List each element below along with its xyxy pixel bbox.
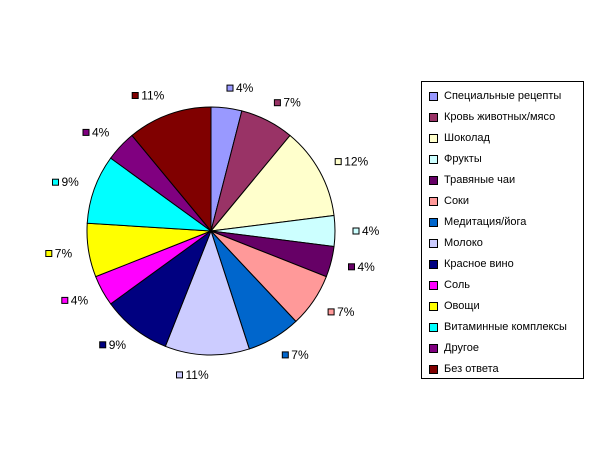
legend-swatch — [429, 280, 438, 290]
legend-label: Овощи — [444, 300, 480, 312]
legend: Специальные рецепты Кровь животных/мясо Шо… — [421, 81, 584, 379]
pie-slice — [131, 106, 212, 233]
legend-swatch — [429, 322, 438, 332]
pie-slice — [164, 229, 250, 356]
data-label-key — [334, 158, 342, 166]
data-label-text: 4% — [358, 260, 376, 274]
legend-item: Медитация/йога — [429, 215, 526, 229]
data-label-text: 4% — [92, 125, 110, 139]
data-label-text: 4% — [71, 293, 89, 307]
legend-label: Соки — [444, 195, 470, 207]
data-label: 11% — [176, 368, 209, 382]
data-label: 7% — [327, 305, 355, 319]
legend-label: Кровь животных/мясо — [444, 111, 556, 123]
data-label-key — [45, 250, 53, 257]
data-label-key — [226, 84, 234, 92]
data-label: 11% — [131, 89, 165, 103]
legend-item: Овощи — [429, 299, 480, 313]
legend-item: Соки — [429, 194, 469, 208]
data-label-key — [82, 128, 90, 136]
legend-item: Специальные рецепты — [429, 89, 561, 103]
data-label-text: 11% — [141, 89, 164, 103]
data-label-text: 11% — [186, 368, 209, 382]
legend-label: Другое — [444, 342, 479, 354]
data-label-key — [61, 296, 69, 304]
legend-label: Травяные чаи — [444, 174, 516, 186]
data-label: 4% — [61, 293, 89, 307]
data-label-key — [273, 99, 281, 107]
legend-item: Молоко — [429, 236, 483, 250]
data-label: 7% — [281, 348, 309, 362]
legend-item: Красное вино — [429, 257, 514, 271]
data-label-key — [348, 263, 355, 271]
legend-label: Фрукты — [444, 153, 482, 165]
data-label-text: 12% — [344, 155, 368, 169]
data-label-text: 7% — [55, 247, 73, 261]
data-label-text: 9% — [109, 338, 127, 352]
data-label-text: 7% — [283, 96, 301, 110]
legend-item: Травяные чаи — [429, 173, 515, 187]
data-label: 4% — [226, 81, 254, 95]
data-label: 7% — [273, 96, 301, 110]
legend-swatch — [429, 217, 438, 227]
legend-item: Фрукты — [429, 152, 482, 166]
legend-swatch — [429, 175, 438, 185]
legend-label: Молоко — [444, 237, 483, 249]
data-label-key — [52, 178, 59, 186]
data-label-key — [352, 227, 360, 235]
data-label-key — [99, 341, 107, 349]
legend-swatch — [429, 259, 438, 269]
data-label: 4% — [348, 260, 376, 274]
legend-swatch — [429, 343, 438, 353]
legend-item: Другое — [429, 341, 479, 355]
data-label-key — [131, 92, 139, 99]
legend-label: Шоколад — [444, 132, 490, 144]
legend-label: Соль — [444, 279, 470, 291]
legend-swatch — [429, 154, 438, 164]
data-label-key — [176, 371, 183, 379]
data-label: 9% — [52, 175, 80, 189]
data-label-text: 7% — [337, 305, 355, 319]
legend-swatch — [429, 112, 438, 122]
data-label: 4% — [82, 125, 110, 139]
legend-swatch — [429, 133, 438, 143]
legend-label: Красное вино — [444, 258, 514, 270]
data-label-text: 4% — [236, 81, 254, 95]
data-label-key — [327, 308, 335, 316]
legend-swatch — [429, 196, 438, 206]
legend-swatch — [429, 364, 438, 374]
legend-label: Витаминные комплексы — [444, 321, 567, 333]
data-label-text: 9% — [62, 175, 80, 189]
legend-item: Без ответа — [429, 362, 499, 376]
legend-swatch — [429, 91, 438, 101]
legend-item: Соль — [429, 278, 470, 292]
legend-swatch — [429, 301, 438, 311]
legend-label: Медитация/йога — [444, 216, 527, 228]
legend-item: Витаминные комплексы — [429, 320, 567, 334]
data-label: 12% — [334, 155, 369, 169]
data-label-key — [281, 351, 289, 359]
data-label: 4% — [352, 224, 380, 238]
legend-item: Шоколад — [429, 131, 490, 145]
legend-item: Кровь животных/мясо — [429, 110, 555, 124]
data-label: 9% — [99, 338, 127, 352]
legend-label: Специальные рецепты — [444, 90, 562, 102]
data-label-text: 7% — [291, 348, 309, 362]
data-label-text: 4% — [362, 224, 380, 238]
data-label: 7% — [45, 247, 73, 261]
pie-slice — [209, 134, 335, 232]
legend-swatch — [429, 238, 438, 248]
legend-label: Без ответа — [444, 363, 499, 375]
